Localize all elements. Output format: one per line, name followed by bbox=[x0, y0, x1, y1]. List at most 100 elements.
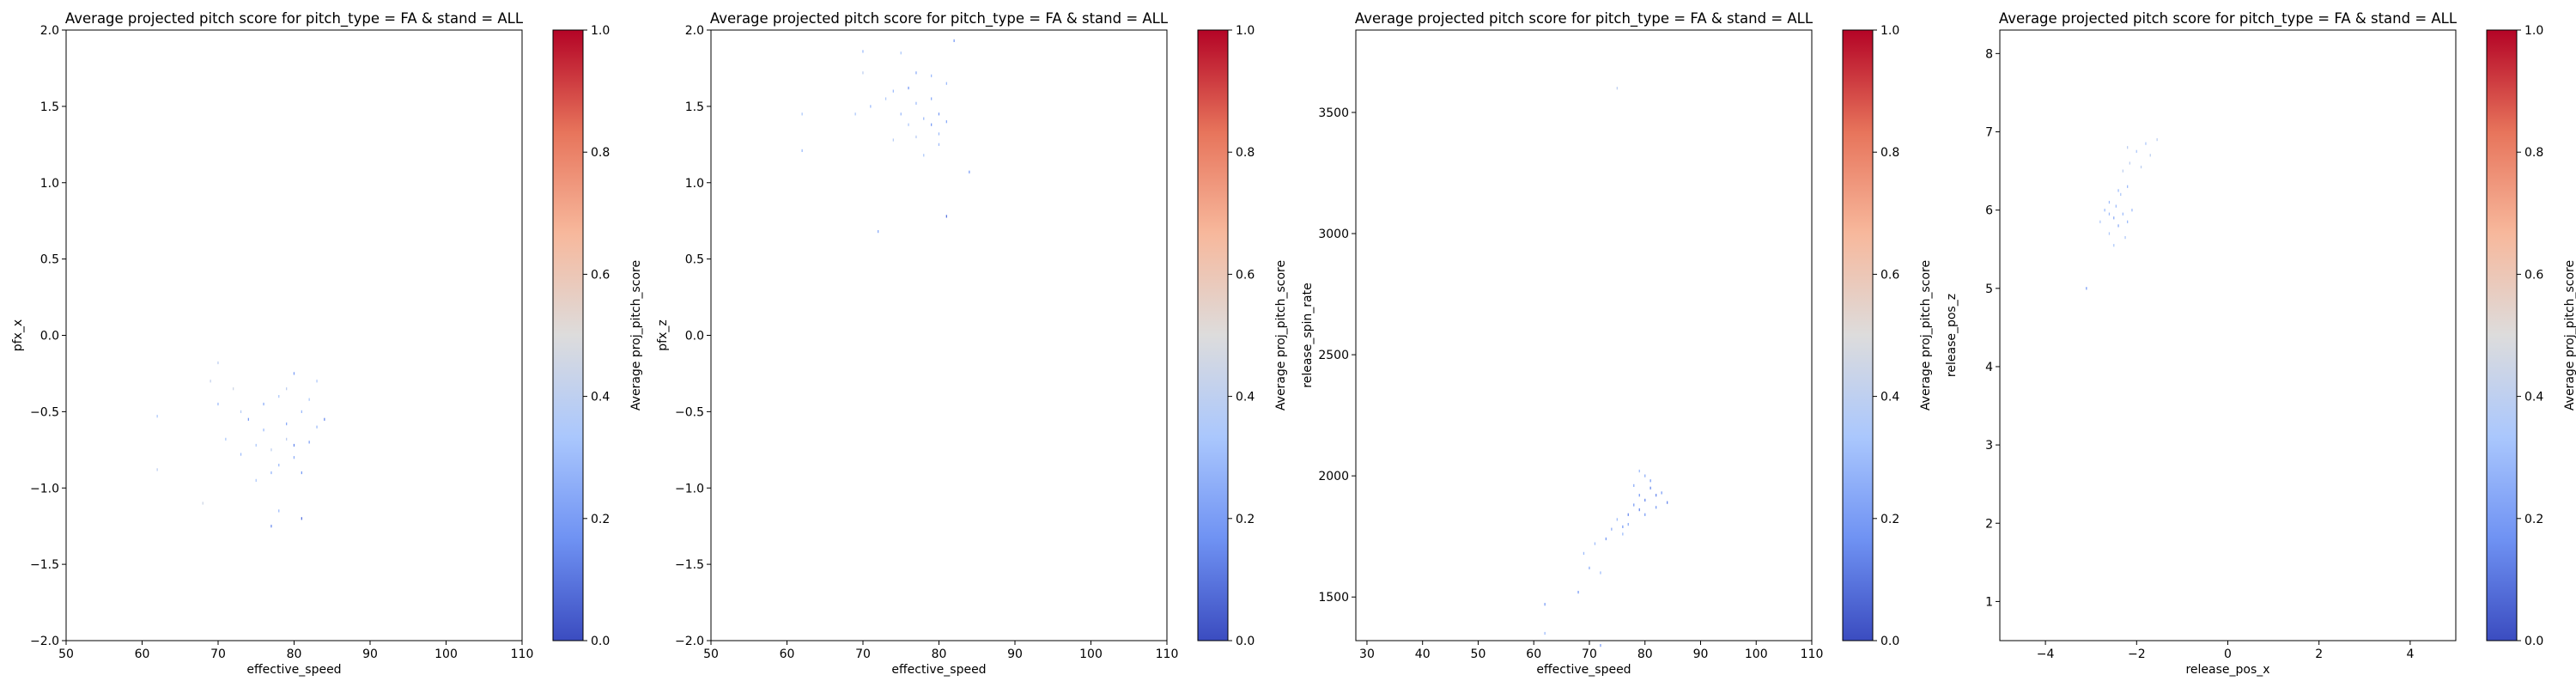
colorbar-tick-label: 0.4 bbox=[1236, 391, 1255, 404]
colorbar-tick-label: 1.0 bbox=[1880, 24, 1899, 38]
x-tick-label: −2 bbox=[2128, 647, 2146, 661]
chart-panel-2: Average projected pitch score for pitch_… bbox=[656, 10, 1288, 677]
heatmap-cell bbox=[1638, 508, 1640, 512]
heatmap-cell bbox=[1649, 479, 1651, 483]
heatmap-cell bbox=[915, 101, 917, 105]
heatmap-cell bbox=[2127, 220, 2129, 223]
x-tick-label: 30 bbox=[1359, 647, 1375, 661]
y-tick-label: 3500 bbox=[1318, 106, 1349, 120]
heatmap-cell bbox=[900, 52, 902, 55]
colorbar-gradient bbox=[2486, 29, 2518, 641]
x-tick-label: 70 bbox=[210, 647, 226, 661]
colorbar-gradient bbox=[1842, 29, 1874, 641]
heatmap-cell bbox=[270, 471, 272, 475]
colorbar-tick-label: 0.4 bbox=[591, 391, 610, 404]
colorbar-tick-label: 0.2 bbox=[1236, 513, 1255, 526]
colorbar-tick-label: 1.0 bbox=[591, 24, 610, 38]
heatmap-cell bbox=[247, 417, 249, 421]
y-tick-label: −0.5 bbox=[30, 405, 59, 419]
chart-title: Average projected pitch score for pitch_… bbox=[1999, 10, 2458, 27]
heatmap-cell bbox=[1622, 532, 1624, 536]
heatmap-cell bbox=[945, 120, 947, 124]
heatmap-cell bbox=[286, 437, 288, 441]
heatmap-cell bbox=[931, 74, 933, 77]
colorbar-tick-label: 0.6 bbox=[1236, 268, 1255, 282]
x-tick-label: 100 bbox=[434, 647, 458, 661]
heatmap-cell bbox=[263, 402, 264, 406]
y-tick-label: 0.5 bbox=[685, 253, 704, 267]
heatmap-cell bbox=[293, 443, 295, 447]
y-tick-label: 7 bbox=[1985, 126, 1993, 140]
colorbar: 0.0 0.2 0.4 0.6 0.8 1.0 Average proj_pitch_sco… bbox=[1842, 24, 1933, 648]
y-tick-label: −1.5 bbox=[675, 558, 704, 572]
heatmap-cell bbox=[892, 138, 894, 142]
heatmap-cell bbox=[2117, 189, 2119, 192]
heatmap-cell bbox=[915, 71, 917, 75]
x-axis-label: effective_speed bbox=[891, 663, 986, 677]
plot-frame bbox=[1355, 29, 1813, 641]
heatmap-cell bbox=[931, 123, 933, 126]
x-tick-label: 70 bbox=[1582, 647, 1597, 661]
heatmap-cell bbox=[945, 215, 947, 218]
x-tick-label: 110 bbox=[511, 647, 534, 661]
x-axis-label: release_pos_x bbox=[2185, 663, 2269, 677]
heatmap-cell bbox=[2129, 161, 2130, 165]
y-tick-label: 2500 bbox=[1318, 349, 1349, 362]
x-tick-label: 50 bbox=[1471, 647, 1486, 661]
y-tick-label: −2.0 bbox=[675, 635, 704, 648]
heatmap-cell bbox=[2113, 216, 2115, 220]
heatmap-cell bbox=[931, 97, 933, 100]
colorbar-tick-label: 0.2 bbox=[2524, 513, 2543, 526]
y-tick-label: 1.5 bbox=[40, 100, 59, 114]
heatmap-cell bbox=[923, 117, 925, 120]
heatmap-cell bbox=[884, 97, 887, 100]
plot-frame bbox=[65, 29, 523, 641]
heatmap-cell bbox=[2108, 232, 2111, 235]
colorbar: 0.0 0.2 0.4 0.6 0.8 1.0 Average proj_pitch_sco… bbox=[2486, 24, 2576, 648]
heatmap-cell bbox=[953, 39, 955, 42]
colorbar-tick-label: 1.0 bbox=[1236, 24, 1255, 38]
heatmap-cell bbox=[2145, 142, 2147, 145]
heatmap-cell bbox=[156, 468, 158, 471]
heatmap-cell bbox=[854, 112, 856, 116]
heatmap-cell bbox=[308, 398, 310, 401]
x-tick-label: 60 bbox=[1526, 647, 1541, 661]
x-tick-label: 110 bbox=[1801, 647, 1824, 661]
heatmap-cell bbox=[1622, 525, 1624, 528]
y-tick-label: 2000 bbox=[1318, 470, 1349, 483]
heatmap-cell bbox=[2113, 244, 2115, 247]
heatmap-cell bbox=[202, 502, 204, 505]
y-tick-label: 0.5 bbox=[40, 253, 59, 267]
y-tick-label: 3000 bbox=[1318, 228, 1349, 241]
heatmap-cell bbox=[801, 112, 803, 116]
y-axis-label: pfx_z bbox=[656, 319, 670, 350]
heatmap-cell bbox=[2156, 138, 2158, 142]
colorbar-tick-label: 1.0 bbox=[2524, 24, 2543, 38]
colorbar-tick-label: 0.8 bbox=[2524, 146, 2543, 160]
x-axis-label: effective_speed bbox=[246, 663, 341, 677]
x-tick-label: 110 bbox=[1156, 647, 1179, 661]
heatmap-cell bbox=[2108, 200, 2111, 204]
y-tick-label: 2 bbox=[1985, 517, 1993, 531]
chart-panel-3: Average projected pitch score for pitch_… bbox=[1301, 10, 1933, 677]
x-tick-label: 60 bbox=[135, 647, 150, 661]
heatmap-cell bbox=[301, 517, 302, 520]
x-tick-label: 90 bbox=[362, 647, 378, 661]
heatmap-cell bbox=[1638, 494, 1640, 497]
colorbar-gradient bbox=[552, 29, 584, 641]
colorbar-label: Average proj_pitch_score bbox=[1274, 260, 1288, 410]
chart-title: Average projected pitch score for pitch_… bbox=[710, 10, 1169, 27]
heatmap-cell bbox=[270, 525, 272, 528]
heatmap-cell bbox=[278, 395, 280, 398]
heatmap-cell bbox=[225, 437, 227, 441]
y-tick-label: 4 bbox=[1985, 361, 1993, 374]
heatmap-cell bbox=[2108, 212, 2111, 216]
colorbar-tick-label: 0.4 bbox=[2524, 391, 2543, 404]
heatmap-cell bbox=[255, 443, 257, 447]
heatmap-cell bbox=[286, 387, 288, 391]
y-tick-label: 1.0 bbox=[685, 177, 704, 191]
heatmap-cell bbox=[2120, 192, 2122, 196]
heatmap-cell bbox=[2117, 224, 2119, 228]
heatmap-cell bbox=[1600, 644, 1601, 647]
x-tick-label: 100 bbox=[1079, 647, 1103, 661]
